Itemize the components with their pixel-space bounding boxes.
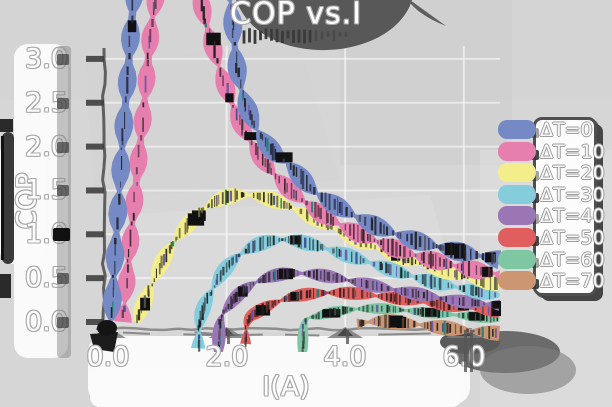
legend-swatch-dt-0: [498, 120, 536, 139]
series-ribbon-dt-50: [240, 286, 501, 347]
y-tick-label: 2.5: [25, 87, 68, 119]
y-tick-label: 1.0: [25, 218, 68, 250]
y-tick-label: 3.0: [25, 43, 68, 75]
legend-box: [533, 117, 597, 296]
title-shadow: [236, 0, 446, 51]
series-ribbon-dt-10: [113, 0, 501, 323]
origin-ink-blob: [97, 320, 117, 336]
y-tick-label: 0.0: [25, 306, 68, 338]
x-axis-label: I(A): [262, 371, 310, 403]
label-bands: [0, 44, 470, 407]
legend-label: ΔT=60: [540, 248, 605, 271]
series-ribbon-dt-0: [103, 0, 501, 323]
x-tick-shadow-line: [227, 330, 230, 344]
x-tick-label: 0.0: [86, 341, 130, 373]
y-tick-label: 2.0: [25, 131, 68, 163]
legend-swatch-dt-30: [498, 184, 536, 204]
x-tick-label: 4.0: [323, 341, 367, 373]
legend-swatch-dt-20: [498, 163, 536, 183]
legend-swatch-dt-60: [498, 249, 536, 269]
y-tick-label: 0.5: [25, 262, 68, 294]
legend-swatch-dt-10: [498, 141, 536, 161]
legend-swatch-dt-40: [498, 206, 536, 226]
x-tick-shadow-line: [470, 330, 473, 372]
x-tick-label: 2.0: [205, 341, 249, 373]
x-tick-shadow-line: [464, 330, 467, 372]
y-tick-label: 1.5: [25, 174, 68, 206]
legend-swatch-dt-70: [498, 271, 536, 291]
legend-label: ΔT=30: [540, 183, 605, 206]
legend-label: ΔT=40: [540, 205, 605, 228]
series-curves: [103, 0, 501, 352]
series-ribbon-dt-30: [191, 234, 500, 352]
chart-title: COP vs.I: [230, 0, 362, 32]
series-ribbon-dt-60: [297, 303, 500, 352]
legend-label: ΔT=70: [540, 270, 605, 293]
legend-label: ΔT=50: [540, 227, 605, 249]
legend-label: ΔT=20: [540, 162, 605, 185]
legend-label: ΔT=0: [540, 119, 593, 141]
series-ribbon-dt-70: [356, 314, 500, 341]
series-ribbon-dt-40: [212, 267, 501, 352]
legend-label: ΔT=10: [540, 140, 605, 163]
x-tick-shadow-line: [346, 330, 349, 344]
legend-swatch-dt-50: [498, 228, 536, 247]
